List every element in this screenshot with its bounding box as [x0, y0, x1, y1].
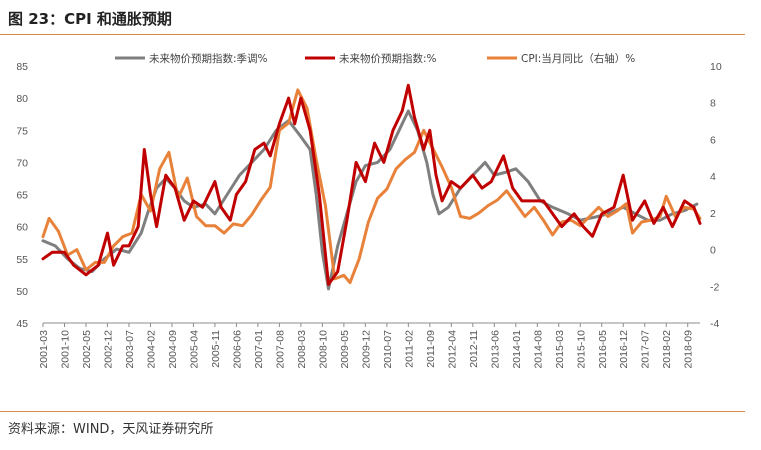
- y-right-tick-label: -2: [710, 281, 719, 293]
- x-tick-label: 2008-03: [296, 330, 308, 369]
- x-tick-label: 2012-11: [468, 330, 480, 368]
- x-tick-label: 2001-10: [59, 330, 71, 369]
- x-tick-label: 2005-04: [188, 330, 200, 369]
- legend-label-1: 未来物价预期指数:%: [339, 52, 437, 65]
- series-line-1: [41, 83, 702, 286]
- y-left-tick-label: 75: [16, 125, 28, 137]
- x-tick-label: 2006-06: [231, 330, 243, 369]
- x-tick-label: 2016-12: [618, 330, 630, 369]
- legend-label-2: CPI:当月同比（右轴）%: [521, 52, 635, 65]
- source-note: 资料来源：WIND，天风证券研究所: [8, 422, 214, 437]
- figure-title: 图 23：CPI 和通胀预期: [8, 10, 172, 28]
- x-tick-label: 2002-12: [102, 330, 114, 369]
- y-right-tick-label: 6: [710, 134, 716, 146]
- x-tick-label: 2003-07: [124, 330, 136, 369]
- y-left-tick-label: 60: [16, 222, 28, 234]
- x-tick-label: 2001-03: [38, 330, 50, 369]
- bottom-divider: [0, 411, 745, 412]
- y-left-tick-label: 65: [16, 190, 28, 202]
- x-tick-label: 2018-02: [661, 330, 673, 369]
- legend-label-0: 未来物价预期指数:季调%: [149, 52, 268, 65]
- x-tick-label: 2010-07: [382, 330, 394, 369]
- chart-legend: 未来物价预期指数:季调% 未来物价预期指数:% CPI:当月同比（右轴）%: [115, 52, 635, 65]
- y-left-tick-label: 80: [16, 93, 28, 105]
- x-tick-label: 2014-08: [532, 330, 544, 369]
- y-left-tick-label: 50: [16, 286, 28, 298]
- y-right-tick-label: 0: [710, 245, 716, 257]
- x-tick-label: 2009-12: [360, 330, 372, 369]
- x-tick-label: 2011-02: [403, 330, 415, 368]
- x-tick-label: 2011-09: [425, 330, 437, 368]
- y-right-tick-label: 4: [710, 171, 716, 183]
- x-tick-label: 2016-05: [597, 330, 609, 369]
- chart-axes: 85 80 75 70 65 60 55 50 45 10 8 6 4 2 0 -2 -4 2001-03 2001…: [16, 61, 722, 369]
- x-tick-label: 2015-03: [554, 330, 566, 369]
- chart-series-lines: [41, 83, 702, 291]
- x-tick-label: 2009-05: [339, 330, 351, 369]
- y-right-tick-label: 2: [710, 208, 716, 220]
- y-right-tick-label: -4: [710, 318, 719, 330]
- x-tick-label: 2007-01: [253, 330, 265, 369]
- x-tick-label: 2008-10: [317, 330, 329, 369]
- y-right-tick-label: 8: [710, 98, 716, 110]
- x-tick-label: 2014-01: [511, 330, 523, 369]
- x-tick-label: 2012-04: [446, 330, 458, 369]
- x-tick-label: 2004-09: [167, 330, 179, 369]
- y-right-tick-label: 10: [710, 61, 722, 73]
- x-tick-label: 2002-05: [81, 330, 93, 369]
- y-left-tick-label: 45: [16, 318, 28, 330]
- y-left-tick-label: 70: [16, 157, 28, 169]
- x-tick-label: 2013-06: [489, 330, 501, 369]
- x-tick-label: 2018-09: [683, 330, 695, 369]
- y-left-tick-label: 55: [16, 254, 28, 266]
- x-tick-label: 2017-07: [640, 330, 652, 369]
- x-tick-label: 2004-02: [145, 330, 157, 369]
- x-tick-label: 2007-08: [274, 330, 286, 369]
- x-tick-label: 2005-11: [210, 330, 222, 368]
- y-left-tick-label: 85: [16, 61, 28, 73]
- top-divider: [0, 34, 745, 35]
- x-tick-label: 2015-10: [575, 330, 587, 369]
